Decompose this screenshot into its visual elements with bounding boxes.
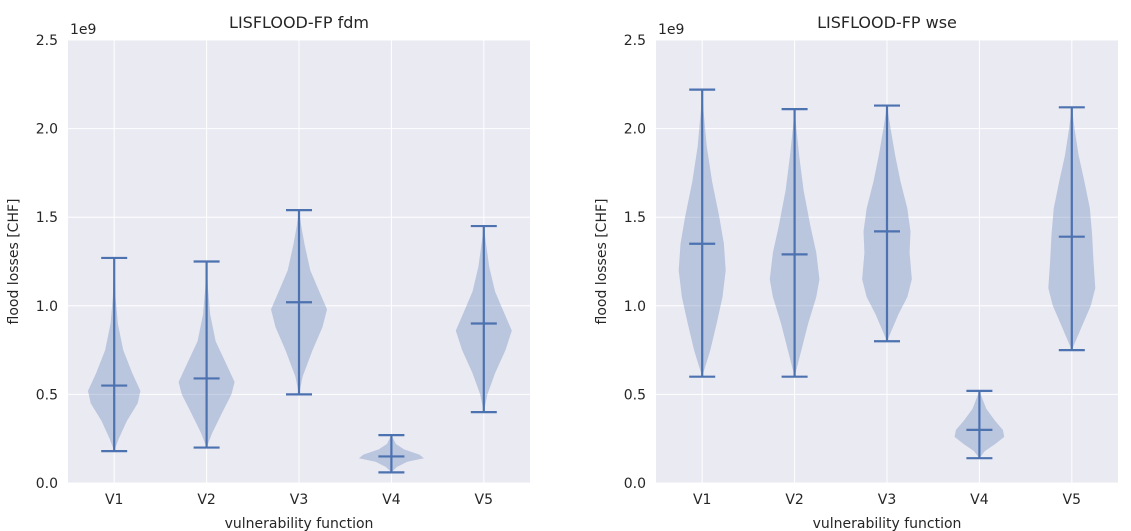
y-tick-label: 1.0: [36, 299, 58, 315]
x-tick-label: V3: [290, 492, 308, 508]
y-tick-label: 1.5: [36, 210, 58, 226]
y-tick-label: 2.5: [624, 33, 646, 49]
y-tick-label: 2.0: [36, 122, 58, 138]
y-offset-label: 1e9: [70, 22, 96, 38]
y-tick-label: 0.0: [36, 476, 58, 492]
y-tick-label: 2.0: [624, 122, 646, 138]
chart-title: LISFLOOD-FP wse: [817, 13, 957, 32]
y-tick-label: 1.5: [624, 210, 646, 226]
right-chart-panel: 0.0 0.5 1.0 1.5 2.0 2.5 V1 V2 V3 V4 V5 LISFLOOD-FP …: [594, 13, 1118, 531]
y-axis-label: flood losses [CHF]: [6, 199, 22, 325]
chart-title: LISFLOOD-FP fdm: [229, 13, 369, 32]
x-tick-label: V2: [197, 492, 215, 508]
y-axis-label: flood losses [CHF]: [594, 199, 610, 325]
y-tick-label: 0.5: [36, 387, 58, 403]
x-axis-label: vulnerability function: [813, 516, 962, 531]
x-tick-label: V2: [785, 492, 803, 508]
y-offset-label: 1e9: [658, 22, 684, 38]
x-tick-label: V3: [878, 492, 896, 508]
x-tick-label: V1: [693, 492, 711, 508]
x-axis-label: vulnerability function: [225, 516, 374, 531]
y-tick-label: 2.5: [36, 33, 58, 49]
x-tick-label: V4: [970, 492, 989, 508]
x-tick-label: V4: [382, 492, 401, 508]
left-chart-panel: 0.0 0.5 1.0 1.5 2.0 2.5 V1 V2 V3 V4 V5 LISFLOOD-FP …: [6, 13, 530, 531]
x-tick-label: V1: [105, 492, 123, 508]
x-tick-label: V5: [1063, 492, 1081, 508]
x-tick-label: V5: [475, 492, 493, 508]
y-tick-label: 0.5: [624, 387, 646, 403]
y-tick-label: 1.0: [624, 299, 646, 315]
y-tick-label: 0.0: [624, 476, 646, 492]
